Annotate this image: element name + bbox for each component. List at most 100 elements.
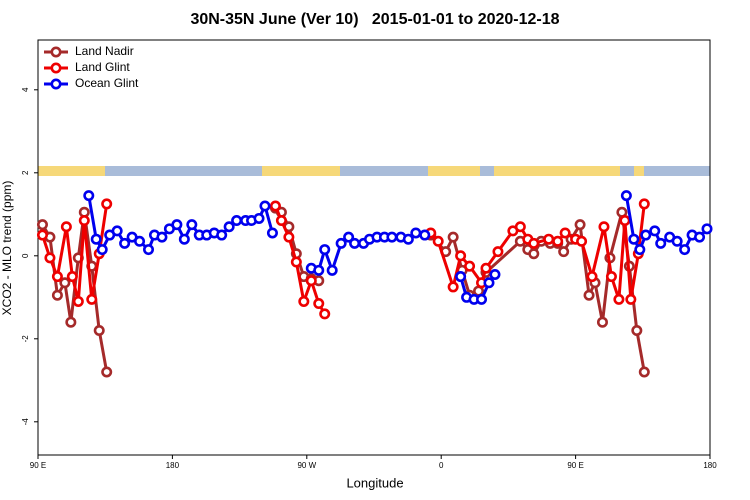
data-point: [625, 293, 637, 305]
legend-label: Ocean Glint: [75, 76, 139, 90]
data-point: [319, 244, 331, 256]
data-point: [558, 246, 570, 258]
data-point: [156, 231, 168, 243]
y-tick-label: 4: [21, 87, 30, 92]
data-point: [576, 235, 588, 247]
x-tick-label: 0: [439, 461, 444, 470]
data-point: [638, 198, 650, 210]
legend-marker: [50, 78, 62, 90]
data-point: [649, 225, 661, 237]
data-point: [386, 231, 398, 243]
land-ocean-strip: [38, 166, 710, 176]
data-point: [266, 227, 278, 239]
legend-label: Land Glint: [75, 60, 130, 74]
y-tick-label: -2: [21, 335, 30, 343]
data-point: [631, 324, 643, 336]
data-point: [78, 215, 90, 227]
data-point: [171, 219, 183, 231]
data-point: [186, 219, 198, 231]
y-axis-label: XCO2 - MLO trend (ppm): [0, 181, 14, 316]
x-tick-label: 90 E: [567, 461, 583, 470]
data-point: [44, 252, 56, 264]
data-point: [402, 233, 414, 245]
data-point: [231, 215, 243, 227]
data-point: [143, 244, 155, 256]
data-point: [36, 229, 48, 241]
data-point: [638, 366, 650, 378]
data-point: [313, 298, 325, 310]
data-point: [111, 225, 123, 237]
x-tick-label: 180: [703, 461, 717, 470]
data-point: [574, 219, 586, 231]
data-point: [432, 235, 444, 247]
data-point: [313, 264, 325, 276]
data-point: [349, 237, 361, 249]
data-point: [583, 289, 595, 301]
data-point: [613, 293, 625, 305]
data-point: [269, 200, 281, 212]
data-point: [259, 200, 271, 212]
data-point: [528, 237, 540, 249]
data-point: [455, 250, 467, 262]
data-point: [455, 271, 467, 283]
data-point: [410, 227, 422, 239]
data-point: [253, 212, 265, 224]
data-point: [101, 198, 113, 210]
data-point: [283, 231, 295, 243]
data-point: [447, 231, 459, 243]
data-point: [480, 262, 492, 274]
data-point: [101, 366, 113, 378]
data-point: [343, 231, 355, 243]
data-point: [483, 277, 495, 289]
data-point: [596, 316, 608, 328]
x-tick-label: 90 W: [297, 461, 316, 470]
data-point: [476, 293, 488, 305]
data-point: [620, 190, 632, 202]
data-point: [60, 221, 72, 233]
data-point: [90, 233, 102, 245]
data-point: [679, 244, 691, 256]
data-point: [51, 271, 63, 283]
data-point: [619, 215, 631, 227]
data-point: [93, 324, 105, 336]
data-point: [514, 221, 526, 233]
data-point: [701, 223, 713, 235]
data-point: [543, 233, 555, 245]
data-point: [634, 244, 646, 256]
data-point: [528, 248, 540, 260]
data-point: [298, 295, 310, 307]
y-tick-label: 0: [21, 253, 30, 258]
chart-title: 30N-35N June (Ver 10) 2015-01-01 to 2020…: [190, 11, 559, 28]
data-point: [694, 231, 706, 243]
x-tick-label: 90 E: [30, 461, 46, 470]
data-point: [275, 215, 287, 227]
data-point: [51, 289, 63, 301]
data-point: [72, 295, 84, 307]
legend-marker: [50, 62, 62, 74]
data-point: [586, 271, 598, 283]
data-point: [655, 237, 667, 249]
y-tick-label: 2: [21, 170, 30, 175]
data-point: [119, 237, 131, 249]
data-point: [319, 308, 331, 320]
data-point: [83, 190, 95, 202]
data-point: [671, 235, 683, 247]
x-tick-label: 180: [166, 461, 180, 470]
data-point: [598, 221, 610, 233]
data-point: [326, 264, 338, 276]
data-point: [66, 271, 78, 283]
data-point: [96, 244, 108, 256]
legend-label: Land Nadir: [75, 44, 134, 58]
data-point: [290, 256, 302, 268]
data-point: [223, 221, 235, 233]
data-point: [559, 227, 571, 239]
data-point: [419, 229, 431, 241]
series-line: [41, 203, 646, 315]
plot-frame: [37, 39, 711, 456]
data-point: [36, 219, 48, 231]
data-point: [134, 235, 146, 247]
x-axis-label: Longitude: [346, 475, 403, 490]
data-point: [178, 233, 190, 245]
data-point: [335, 237, 347, 249]
